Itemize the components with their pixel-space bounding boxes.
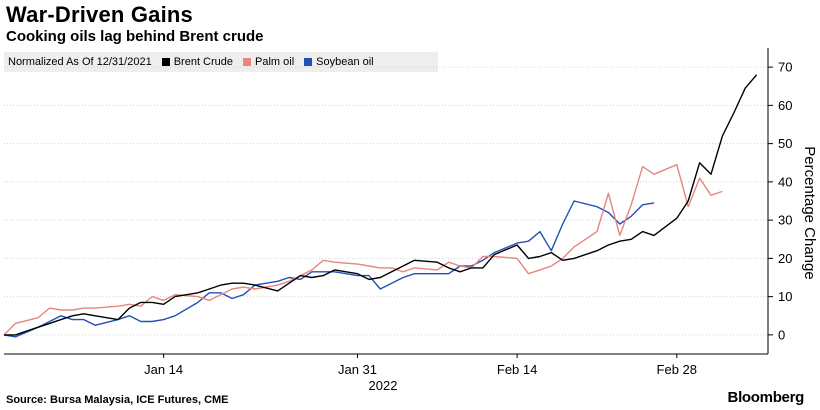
y-axis-title: Percentage Change [801,146,818,279]
chart-title: War-Driven Gains [6,2,193,27]
source-note: Source: Bursa Malaysia, ICE Futures, CME [6,394,229,406]
y-tick-label-40: 40 [778,174,792,189]
x-tick-label-3: Feb 28 [657,362,697,377]
y-tick-label-0: 0 [778,327,785,342]
y-tick-label-10: 10 [778,289,792,304]
legend-label-soybean: Soybean oil [316,56,374,68]
legend-swatch-palm [243,58,252,66]
legend-swatch-soybean [304,58,313,66]
series-line-brent-crude [4,74,758,336]
x-axis-label: 2022 [369,378,398,393]
x-tick-label-0: Jan 14 [144,362,183,377]
y-tick-label-50: 50 [778,136,792,151]
legend-label-brent: Brent Crude [173,56,234,68]
chart-subtitle: Cooking oils lag behind Brent crude [6,28,264,45]
x-tick-label-1: Jan 31 [338,362,377,377]
y-tick-label-70: 70 [778,60,792,75]
legend-note: Normalized As Of 12/31/2021 [8,56,152,68]
series-line-palm-oil [3,164,723,336]
legend-item-palm: Palm oil [243,56,294,68]
legend-item-brent: Brent Crude [161,56,234,68]
legend-label-palm: Palm oil [255,56,295,68]
x-tick-label-2: Feb 14 [497,362,537,377]
y-tick-label-20: 20 [778,251,792,266]
y-tick-label-30: 30 [778,213,792,228]
legend-swatch-brent [161,58,170,66]
legend-item-soybean: Soybean oil [304,56,374,68]
y-tick-label-60: 60 [778,98,792,113]
bloomberg-logo: Bloomberg [727,389,805,406]
series-line-soybean-oil [3,200,655,338]
